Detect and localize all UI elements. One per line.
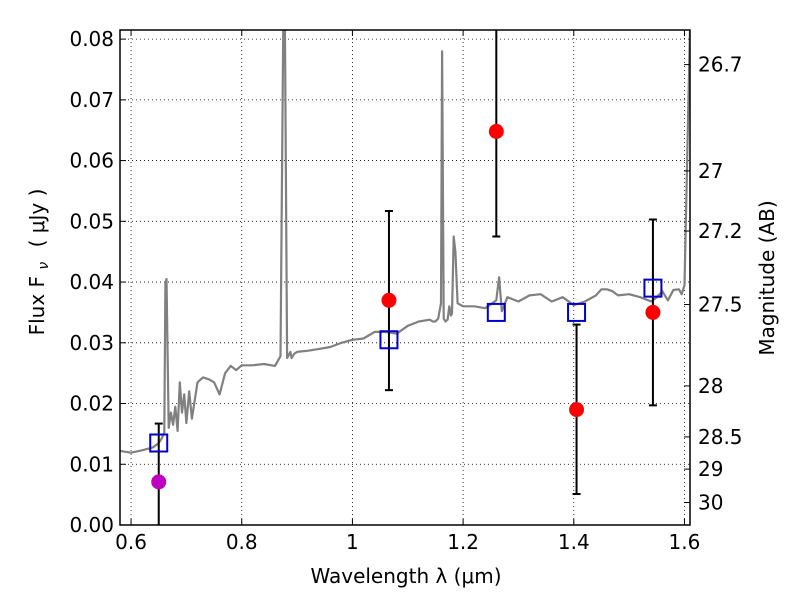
x-tick-label: 1.4: [558, 530, 590, 554]
model-point: [567, 302, 587, 322]
y2-tick-label: 28: [698, 374, 723, 398]
photometry-point: [488, 123, 504, 139]
y-axis-label-unit: ( μJy ): [25, 189, 49, 248]
ticks-layer: 0.6 0.8 1 1.2 1.4 1.6 0.00 0.01 0.02 0.03 0.04 0.05…: [69, 27, 742, 554]
y-tick-label: 0.01: [69, 452, 114, 476]
y-tick-label: 0.03: [69, 331, 114, 355]
model-point: [149, 433, 169, 453]
y2-tick-label: 28.5: [698, 425, 743, 449]
photometry-point: [645, 304, 661, 320]
y-axis-label-main: Flux F: [25, 276, 49, 335]
plot-frame: [119, 29, 691, 526]
svg-text:Flux F ν ( μJy ): Flux F ν ( μJy ): [25, 189, 53, 336]
photometry-point: [569, 402, 585, 418]
x-axis-label: Wavelength λ (μm): [310, 564, 501, 588]
points-layer: [149, 30, 663, 525]
y2-tick-label: 27.2: [698, 219, 743, 243]
y-tick-label: 0.04: [69, 270, 114, 294]
photometry-point: [381, 292, 397, 308]
x-tick-label: 1.2: [447, 530, 479, 554]
y2-axis-label: Magnitude (AB): [755, 200, 779, 355]
x-tick-label: 1.6: [669, 530, 701, 554]
y2-tick-label: 30: [698, 491, 723, 515]
model-point: [643, 278, 663, 298]
x-tick-label: 0.6: [115, 530, 147, 554]
y2-tick-label: 27: [698, 159, 723, 183]
y-tick-label: 0.06: [69, 149, 114, 173]
y-tick-label: 0.08: [69, 27, 114, 51]
photometry-point: [151, 474, 167, 490]
x-tick-label: 1: [346, 530, 359, 554]
y-tick-label: 0.02: [69, 392, 114, 416]
y-axis-label-sub: ν: [36, 262, 52, 270]
y2-tick-label: 27.5: [698, 293, 743, 317]
model-point: [486, 302, 506, 322]
model-point: [379, 330, 399, 350]
y2-tick-label: 29: [698, 457, 723, 481]
y2-tick-label: 26.7: [698, 53, 743, 77]
y-tick-label: 0.00: [69, 513, 114, 537]
y-tick-label: 0.07: [69, 88, 114, 112]
y-axis-label: Flux F ν ( μJy ): [25, 189, 53, 336]
x-tick-label: 0.8: [226, 530, 258, 554]
y-tick-label: 0.05: [69, 209, 114, 233]
